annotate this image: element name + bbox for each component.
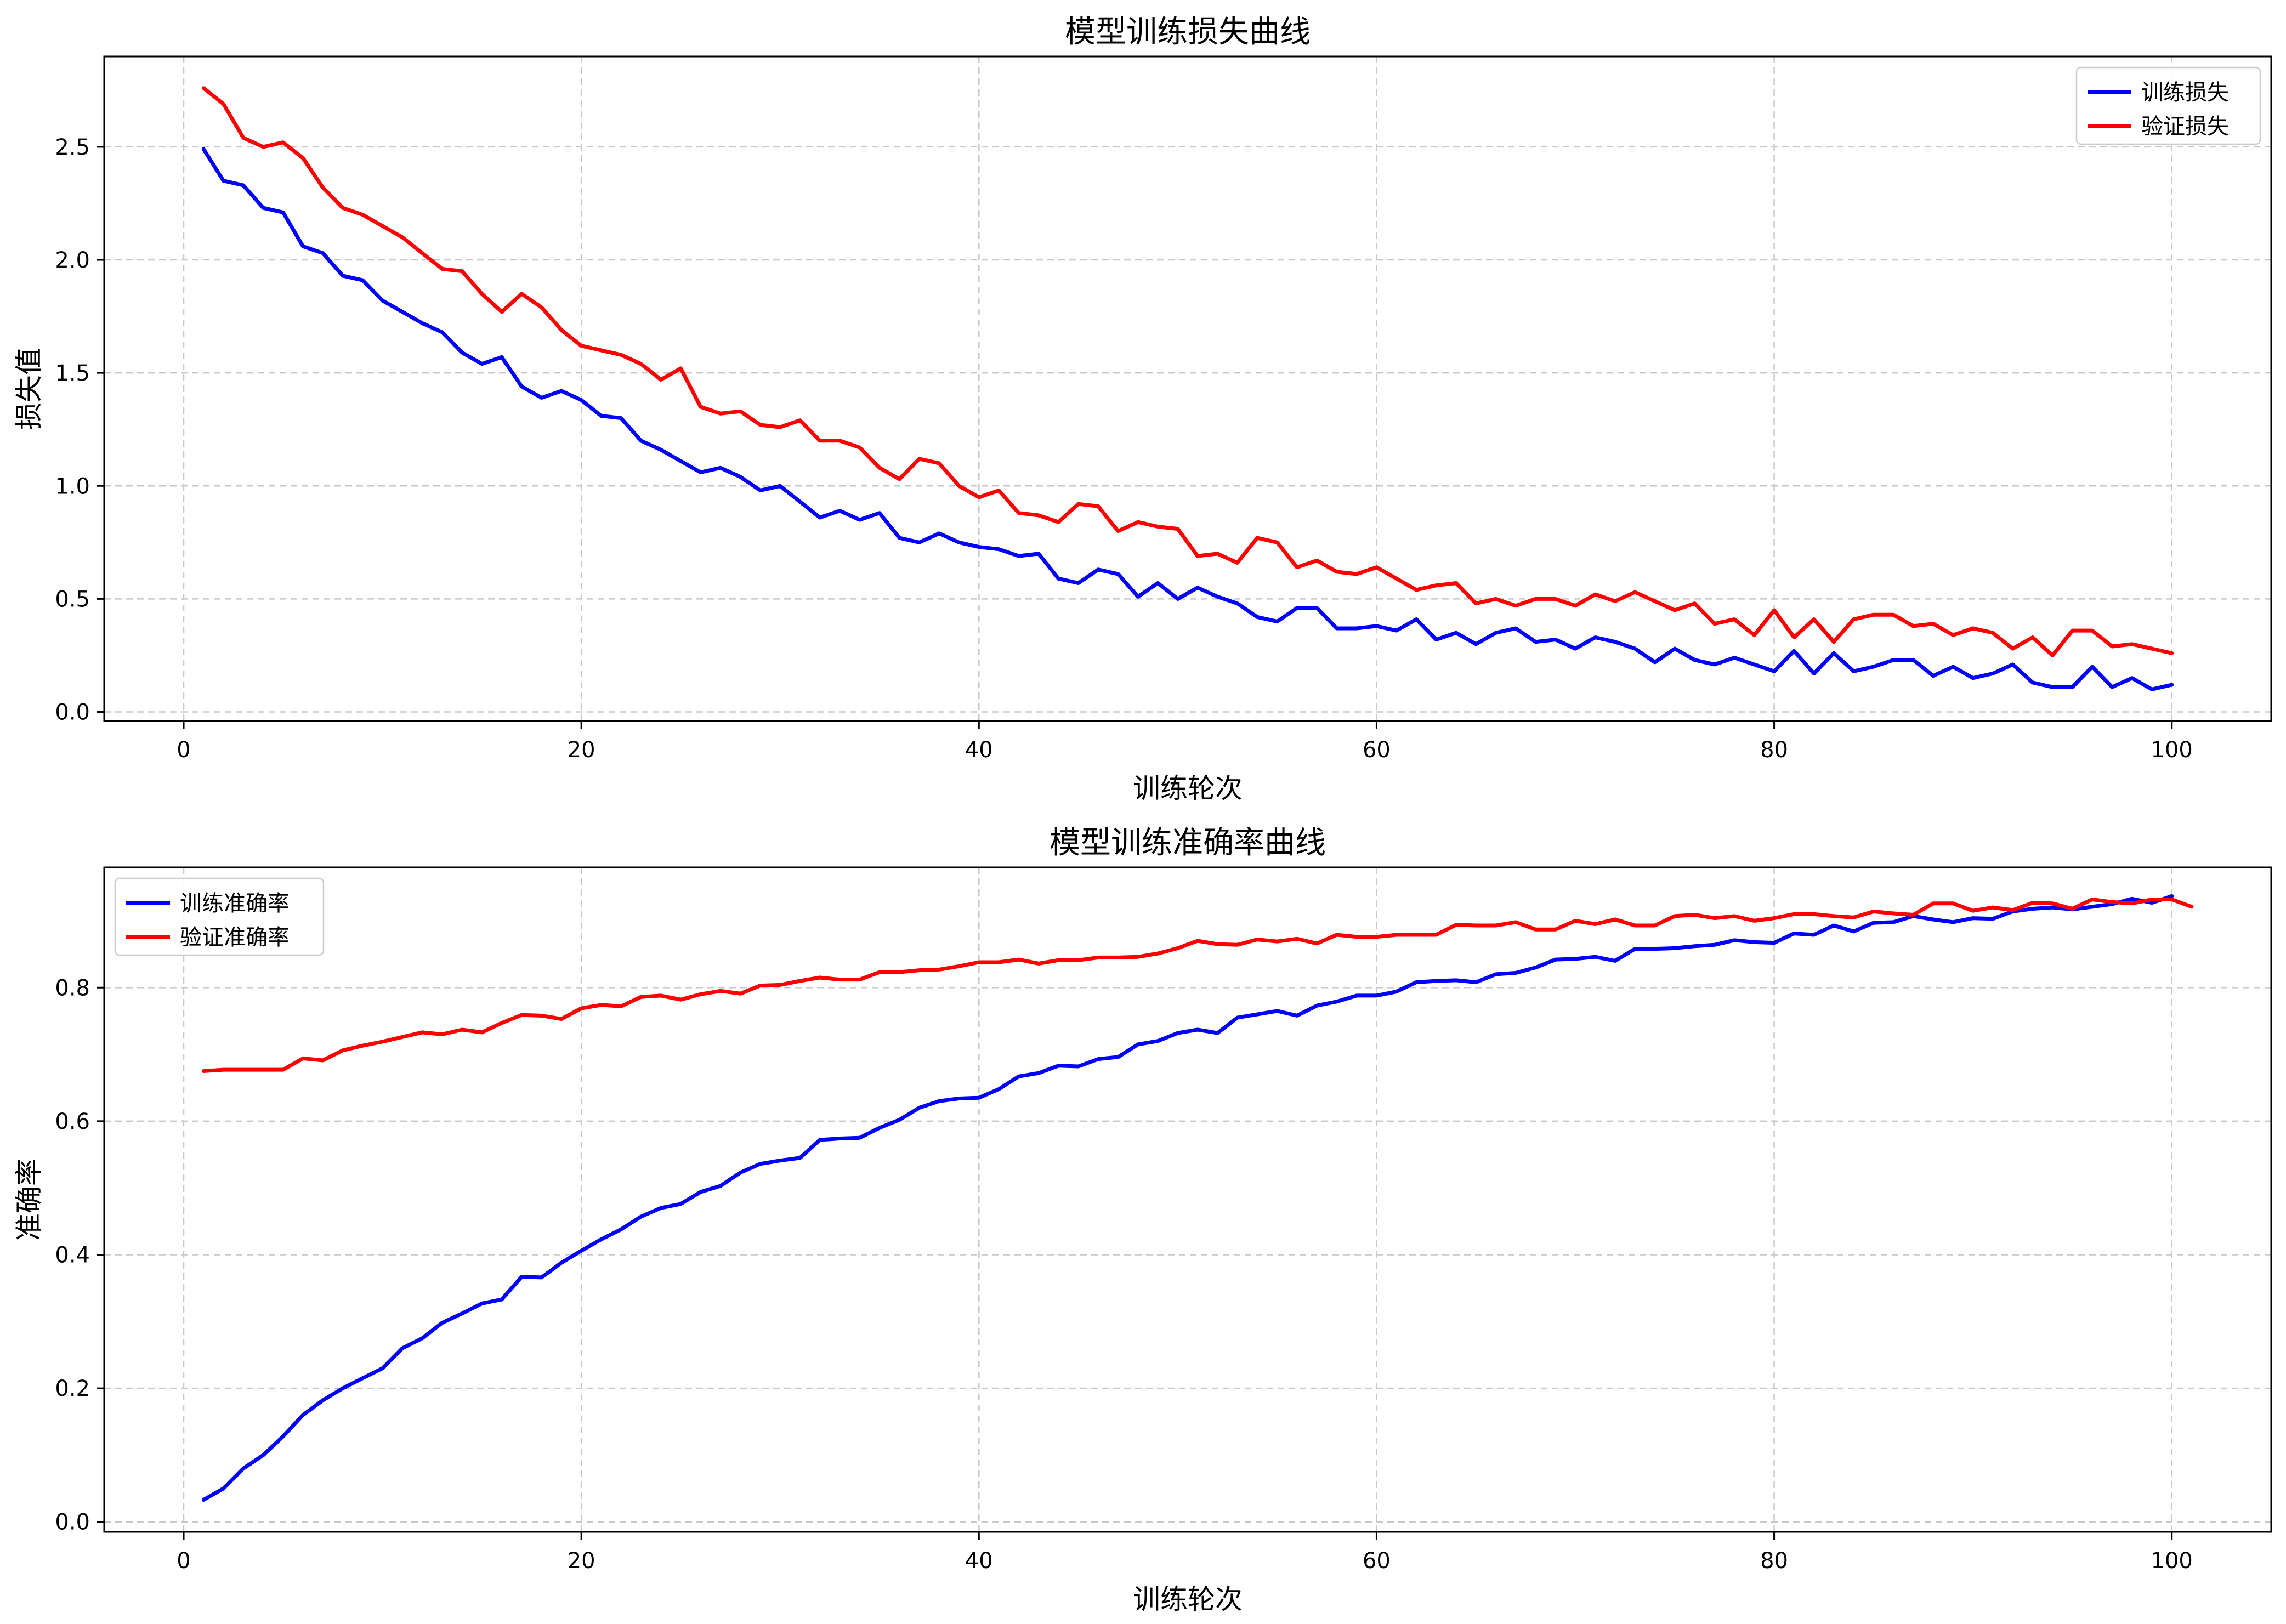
accuracy-legend-label-0: 训练准确率: [180, 891, 290, 916]
accuracy-chart: 0 20 40 60 80 100 0.0 0.2 0.4 0.6 0.8 模型训练准确率曲线训练轮次…: [13, 825, 2272, 1615]
loss-series-line-0: [201, 147, 2174, 691]
loss-series-line-1: [201, 86, 2174, 657]
accuracy-x-axis-label: 训练轮次: [1133, 1583, 1243, 1615]
accuracy-x-tick-label-0: 0: [177, 1548, 190, 1574]
loss-x-tick-label-5: 100: [2151, 737, 2193, 763]
loss-y-tick-label-5: 2.5: [55, 135, 90, 160]
loss-legend-label-0: 训练损失: [2141, 80, 2229, 105]
loss-y-axis-label: 损失值: [13, 348, 45, 430]
accuracy-x-tick-label-1: 20: [568, 1548, 595, 1574]
accuracy-chart-title: 模型训练准确率曲线: [1050, 825, 1326, 861]
accuracy-x-tick-label-4: 80: [1760, 1548, 1788, 1574]
accuracy-y-axis-label: 准确率: [13, 1159, 45, 1241]
accuracy-legend-label-1: 验证准确率: [180, 925, 290, 950]
loss-chart-title: 模型训练损失曲线: [1065, 14, 1311, 50]
accuracy-y-tick-label-2: 0.4: [55, 1242, 90, 1268]
accuracy-series-line-1: [201, 898, 2194, 1073]
loss-y-tick-label-2: 1.0: [55, 474, 90, 499]
loss-axes-frame: [103, 55, 2272, 722]
loss-x-tick-label-0: 0: [177, 737, 190, 763]
loss-y-tick-label-3: 1.5: [55, 361, 90, 386]
loss-chart: 0 20 40 60 80 100 0.0 0.5 1.0 1.5 2.0 2.5 模型训练损失曲线训练…: [13, 14, 2272, 804]
accuracy-y-tick-label-0: 0.0: [55, 1510, 90, 1535]
accuracy-series-line-0: [201, 894, 2174, 1502]
loss-x-tick-label-3: 60: [1363, 737, 1391, 763]
loss-y-tick-label-0: 0.0: [55, 700, 90, 725]
loss-y-tick-label-4: 2.0: [55, 248, 90, 273]
loss-x-tick-label-4: 80: [1760, 737, 1788, 763]
loss-legend-label-1: 验证损失: [2141, 114, 2229, 139]
accuracy-y-tick-label-3: 0.6: [55, 1109, 90, 1134]
accuracy-x-tick-label-3: 60: [1363, 1548, 1391, 1574]
accuracy-x-tick-label-5: 100: [2151, 1548, 2193, 1574]
loss-x-axis-label: 训练轮次: [1133, 773, 1243, 804]
accuracy-axes-frame: [103, 866, 2272, 1533]
accuracy-y-tick-label-1: 0.2: [55, 1376, 90, 1401]
accuracy-y-tick-label-4: 0.8: [55, 975, 90, 1001]
loss-x-tick-label-2: 40: [965, 737, 993, 763]
accuracy-x-tick-label-2: 40: [965, 1548, 993, 1574]
loss-x-tick-label-1: 20: [568, 737, 595, 763]
loss-y-tick-label-1: 0.5: [55, 587, 90, 612]
